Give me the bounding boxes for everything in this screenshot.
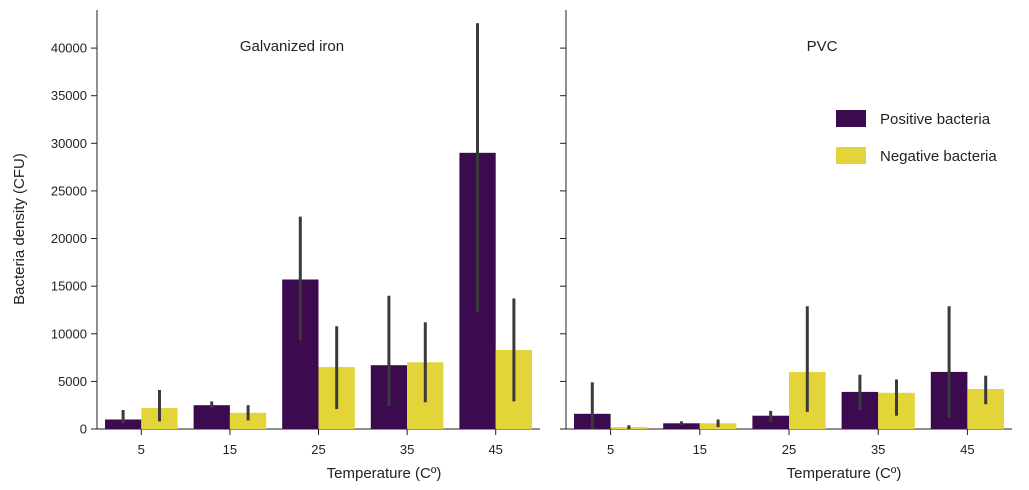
- legend: Positive bacteria Negative bacteria: [836, 110, 997, 165]
- y-ticks-galvanized-iron: 0 5000 10000 15000 20000 25000 30000 35000 40000: [51, 41, 97, 437]
- x-tick-label: 5: [607, 442, 614, 457]
- bar: [229, 412, 267, 429]
- panel-title-galvanized-iron: Galvanized iron: [240, 38, 344, 55]
- legend-swatch-positive: [836, 110, 866, 127]
- x-axis-label-pvc: Temperature (Cº): [787, 465, 902, 482]
- bar: [193, 405, 230, 429]
- y-tick-label: 10000: [51, 326, 87, 341]
- panel-title-pvc: PVC: [807, 38, 838, 55]
- bar: [752, 415, 789, 429]
- x-tick-label: 15: [223, 442, 237, 457]
- bar: [663, 423, 700, 429]
- y-tick-label: 35000: [51, 88, 87, 103]
- y-tick-label: 15000: [51, 279, 87, 294]
- y-tick-label: 30000: [51, 136, 87, 151]
- y-tick-label: 40000: [51, 41, 87, 56]
- bars-galvanized-iron: [105, 23, 532, 430]
- x-tick-label: 45: [488, 442, 502, 457]
- y-axis-label: Bacteria density (CFU): [11, 153, 28, 305]
- x-tick-label: 25: [311, 442, 325, 457]
- x-tick-label: 35: [400, 442, 414, 457]
- x-ticks-galvanized-iron: 5 15 25 35 45: [138, 429, 503, 457]
- y-tick-label: 0: [80, 422, 87, 437]
- bar: [105, 419, 142, 429]
- panel-galvanized-iron: 0 5000 10000 15000 20000 25000 30000 35000 40000…: [11, 10, 540, 482]
- legend-label-positive: Positive bacteria: [880, 111, 991, 128]
- y-tick-label: 5000: [58, 374, 87, 389]
- y-tick-label: 25000: [51, 183, 87, 198]
- panel-pvc: 5 15 25 35 45 PVC Temperature (Cº): [560, 10, 1012, 482]
- x-axis-label-galvanized-iron: Temperature (Cº): [327, 465, 442, 482]
- legend-swatch-negative: [836, 147, 866, 164]
- y-ticks-pvc: [560, 47, 566, 430]
- y-tick-label: 20000: [51, 231, 87, 246]
- bars-pvc: [574, 306, 1004, 429]
- x-tick-label: 5: [138, 442, 145, 457]
- x-tick-label: 15: [693, 442, 707, 457]
- x-tick-label: 35: [871, 442, 885, 457]
- legend-label-negative: Negative bacteria: [880, 148, 997, 165]
- x-ticks-pvc: 5 15 25 35 45: [607, 429, 975, 457]
- x-tick-label: 25: [782, 442, 796, 457]
- x-tick-label: 45: [960, 442, 974, 457]
